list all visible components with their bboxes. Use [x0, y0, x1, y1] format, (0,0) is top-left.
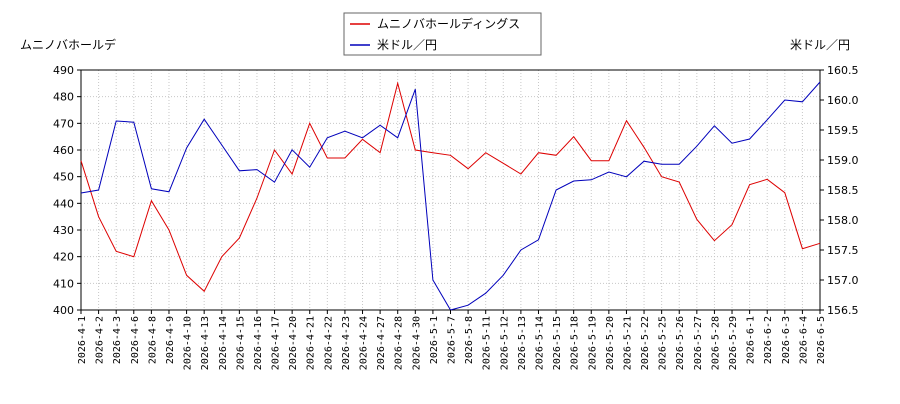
- left-tick-label: 410: [53, 277, 74, 290]
- legend-box: [343, 12, 542, 56]
- right-tick-label: 159.0: [827, 154, 859, 167]
- x-tick-label: 2026-5-27: [693, 316, 704, 370]
- x-tick-label: 2026-4-6: [130, 316, 141, 364]
- x-tick-label: 2026-4-24: [359, 316, 370, 370]
- left-y-axis: 400 410 420 430 440 450 460 470 480 490: [53, 64, 81, 317]
- right-tick-label: 156.5: [827, 304, 859, 317]
- x-tick-label: 2026-4-21: [306, 316, 317, 370]
- x-tick-label: 2026-5-8: [464, 316, 475, 364]
- right-tick-label: 159.5: [827, 124, 859, 137]
- legend-label-usdjpy: 米ドル／円: [377, 38, 437, 52]
- left-tick-label: 480: [53, 91, 74, 104]
- x-tick-label: 2026-4-14: [218, 316, 229, 370]
- x-tick-label: 2026-4-30: [411, 316, 422, 370]
- x-tick-label: 2026-4-3: [112, 316, 123, 364]
- right-y-axis: 156.5 157.0 157.5 158.0 158.5 159.0 159.5 160.0…: [820, 64, 859, 317]
- x-tick-label: 2026-4-9: [165, 316, 176, 364]
- left-tick-label: 420: [53, 251, 74, 264]
- x-tick-label: 2026-4-2: [95, 316, 106, 364]
- x-tick-label: 2026-4-16: [253, 316, 264, 370]
- legend: ムニノバホールディングス 米ドル／円: [343, 12, 542, 56]
- x-tick-label: 2026-6-4: [798, 316, 809, 364]
- x-tick-label: 2026-4-1: [77, 316, 88, 364]
- x-tick-label: 2026-4-28: [394, 316, 405, 370]
- x-tick-label: 2026-5-18: [570, 316, 581, 370]
- x-axis: 2026-4-1 2026-4-2 2026-4-3 2026-4-6 2026-4-8…: [77, 310, 827, 370]
- x-tick-label: 2026-4-8: [147, 316, 158, 364]
- left-tick-label: 470: [53, 117, 74, 130]
- x-tick-label: 2026-4-17: [271, 316, 282, 370]
- right-tick-label: 160.5: [827, 64, 859, 77]
- right-tick-label: 157.0: [827, 274, 859, 287]
- x-tick-label: 2026-6-3: [781, 316, 792, 364]
- x-tick-label: 2026-5-20: [605, 316, 616, 370]
- x-tick-label: 2026-4-15: [235, 316, 246, 370]
- legend-label-stock: ムニノバホールディングス: [377, 16, 520, 31]
- x-tick-label: 2026-5-15: [552, 316, 563, 370]
- x-tick-label: 2026-5-29: [728, 316, 739, 370]
- x-tick-label: 2026-6-2: [763, 316, 774, 364]
- left-tick-label: 490: [53, 64, 74, 77]
- left-tick-label: 460: [53, 144, 74, 157]
- x-tick-label: 2026-4-13: [200, 316, 211, 370]
- x-tick-label: 2026-5-12: [499, 316, 510, 370]
- left-tick-label: 430: [53, 224, 74, 237]
- x-tick-label: 2026-5-19: [587, 316, 598, 370]
- right-tick-label: 158.0: [827, 214, 859, 227]
- x-tick-label: 2026-5-26: [675, 316, 686, 370]
- left-tick-label: 400: [53, 304, 74, 317]
- x-tick-label: 2026-5-22: [640, 316, 651, 370]
- series-line-0: [80, 81, 821, 293]
- x-tick-label: 2026-5-25: [658, 316, 669, 370]
- x-tick-label: 2026-4-20: [288, 316, 299, 370]
- x-tick-label: 2026-5-14: [534, 316, 545, 370]
- x-tick-label: 2026-4-10: [183, 316, 194, 370]
- x-tick-label: 2026-5-7: [447, 316, 458, 364]
- x-tick-label: 2026-4-23: [341, 316, 352, 370]
- x-tick-label: 2026-5-11: [482, 316, 493, 370]
- left-axis-title: ムニノバホールデ: [20, 37, 116, 52]
- x-tick-label: 2026-5-1: [429, 316, 440, 364]
- x-tick-label: 2026-6-5: [816, 316, 827, 364]
- right-tick-label: 160.0: [827, 94, 859, 107]
- right-axis-title: 米ドル／円: [790, 38, 850, 52]
- x-tick-label: 2026-5-21: [622, 316, 633, 370]
- x-tick-label: 2026-6-1: [746, 316, 757, 364]
- right-tick-label: 157.5: [827, 244, 859, 257]
- x-tick-label: 2026-5-28: [710, 316, 721, 370]
- x-tick-label: 2026-4-22: [323, 316, 334, 370]
- x-tick-label: 2026-5-13: [517, 316, 528, 370]
- left-tick-label: 450: [53, 171, 74, 184]
- right-tick-label: 158.5: [827, 184, 859, 197]
- x-tick-label: 2026-4-27: [376, 316, 387, 370]
- left-tick-label: 440: [53, 197, 74, 210]
